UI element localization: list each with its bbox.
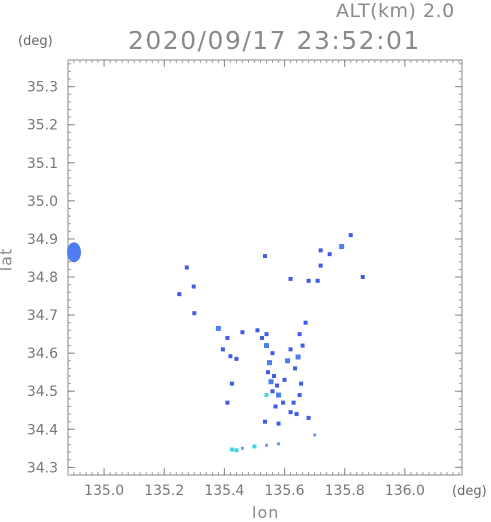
altitude-label: ALT(km) 2.0 <box>336 0 455 22</box>
x-tick-label: 135.2 <box>144 483 184 499</box>
echo-cell <box>300 343 305 348</box>
y-tick-label: 35.0 <box>27 194 58 210</box>
y-tick-label: 35.1 <box>27 156 58 172</box>
echo-cell <box>265 443 269 447</box>
y-tick-label: 34.7 <box>27 308 58 324</box>
echo-cell <box>315 278 320 283</box>
x-tick-label: 135.4 <box>204 483 244 499</box>
echo-cell <box>297 393 302 398</box>
echo-cell <box>273 404 278 409</box>
echo-cell <box>272 374 277 379</box>
echo-cell <box>264 393 269 398</box>
echo-cell <box>229 447 234 452</box>
echo-cell <box>318 248 323 253</box>
x-tick-label: 136.0 <box>385 483 425 499</box>
echo-cell <box>225 335 230 340</box>
echo-cell <box>303 320 308 325</box>
echo-cell <box>282 377 287 382</box>
y-axis-unit: (deg) <box>18 34 53 49</box>
echo-cell <box>327 252 332 257</box>
echo-cell <box>293 366 298 371</box>
echo-cell <box>339 244 345 250</box>
echo-cell <box>255 328 260 333</box>
echo-cell <box>348 233 353 238</box>
echo-cell <box>288 276 293 281</box>
echo-cell <box>306 415 311 420</box>
echo-cell <box>268 379 274 385</box>
echo-cell <box>277 442 281 446</box>
echo-cell <box>297 332 302 337</box>
echo-cell <box>220 347 225 352</box>
echo-cell <box>228 354 233 359</box>
echo-cell <box>299 381 304 386</box>
echo-cell <box>266 370 271 375</box>
y-tick-label: 35.2 <box>27 118 58 134</box>
echo-cell <box>275 383 280 388</box>
y-tick-label: 35.3 <box>27 80 58 96</box>
echo-cluster-west <box>67 242 82 263</box>
echo-cell <box>288 347 293 352</box>
echo-cell <box>276 392 282 398</box>
echo-cell <box>259 335 264 340</box>
echo-cell <box>240 330 245 335</box>
echo-cell <box>270 351 275 356</box>
y-tick-label: 34.4 <box>27 422 58 438</box>
echo-layer <box>67 233 365 453</box>
echo-cell <box>281 400 286 405</box>
echo-cell <box>264 343 270 349</box>
echo-cell <box>191 284 196 289</box>
plot-frame <box>67 59 463 476</box>
x-tick-label: 135.6 <box>265 483 305 499</box>
echo-cell <box>291 400 296 405</box>
echo-cell <box>234 448 239 453</box>
echo-cell <box>288 410 293 415</box>
echo-cell <box>267 360 273 366</box>
echo-cell <box>177 292 182 297</box>
echo-cell <box>360 275 365 280</box>
echo-cell <box>252 444 257 449</box>
y-tick-label: 34.6 <box>27 346 58 362</box>
axis-ticks: 135.0 135.2 135.4 135.6 135.8 136.0 34.3 34.4 34… <box>27 60 462 499</box>
x-tick-label: 135.0 <box>84 483 124 499</box>
echo-cell <box>306 278 311 283</box>
echo-cell <box>240 446 244 450</box>
x-tick-label: 135.8 <box>325 483 365 499</box>
echo-cell <box>270 389 275 394</box>
echo-cell <box>192 311 197 316</box>
echo-cell <box>295 354 301 360</box>
echo-cell <box>294 412 299 417</box>
echo-cell <box>229 381 234 386</box>
y-tick-label: 34.3 <box>27 460 58 476</box>
y-tick-label: 34.5 <box>27 384 58 400</box>
y-tick-label: 34.8 <box>27 270 58 286</box>
x-axis-label: lon <box>252 503 280 522</box>
echo-cell <box>313 433 317 437</box>
echo-cell <box>263 419 267 424</box>
echo-cell <box>276 421 281 426</box>
x-axis-unit: (deg) <box>452 484 487 499</box>
timestamp-title: 2020/09/17 23:52:01 <box>128 26 421 55</box>
echo-cell <box>264 332 269 337</box>
echo-cell <box>285 358 291 364</box>
echo-cell <box>184 265 189 270</box>
echo-cell <box>263 254 267 259</box>
echo-cell <box>225 400 230 405</box>
y-tick-label: 34.9 <box>27 232 58 248</box>
echo-cell <box>234 356 239 361</box>
echo-cell <box>215 325 221 331</box>
echo-cell <box>318 263 323 268</box>
